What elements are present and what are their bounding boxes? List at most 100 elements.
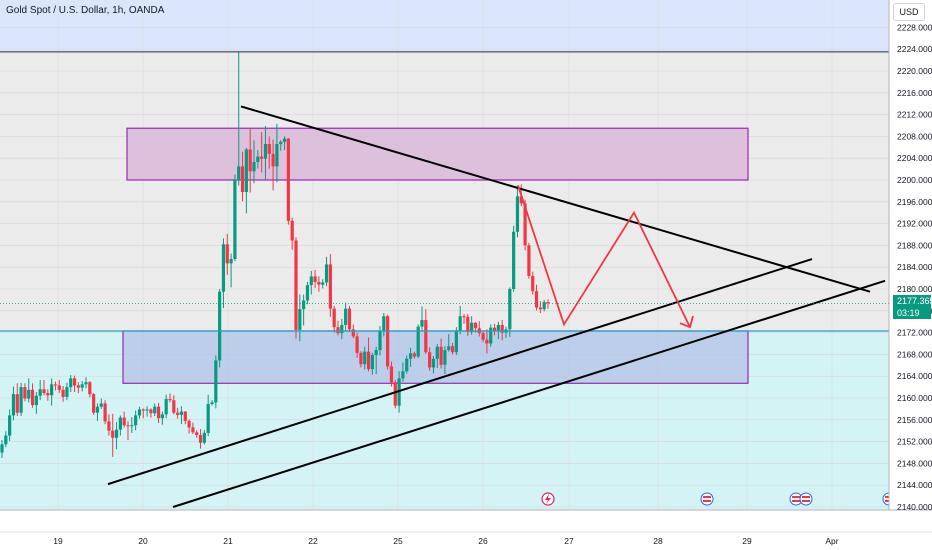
last-price-label: 2177.365 03:19 [893, 295, 932, 319]
resistance-zone[interactable] [126, 127, 749, 181]
us-flag-event-icon-stripe [703, 496, 711, 498]
candle-body [275, 144, 279, 167]
candle-body [80, 384, 84, 388]
candle-body [23, 387, 27, 399]
candle-body [546, 302, 550, 304]
candle-body [134, 415, 138, 426]
x-tick-label: 20 [138, 536, 148, 546]
candle-body [412, 353, 416, 357]
candle-body [69, 378, 73, 388]
drawing-zones[interactable] [122, 127, 749, 384]
candle-body [290, 220, 294, 241]
y-tick-label: 2220.000 [897, 66, 932, 76]
us-flag-event-icon[interactable] [799, 492, 813, 506]
descending-trendline[interactable] [240, 105, 871, 293]
candle-body [176, 412, 180, 415]
candle-body [321, 282, 325, 285]
ascending-trendline-upper[interactable] [107, 258, 813, 486]
candle-body [240, 166, 245, 192]
y-tick-label: 2160.000 [897, 393, 932, 403]
y-tick-label: 2148.000 [897, 458, 932, 468]
candle-body [500, 324, 504, 333]
y-tick-label: 2180.000 [897, 284, 932, 294]
candle-body [145, 409, 149, 411]
candle-body [431, 358, 436, 368]
candle-body [114, 429, 119, 438]
candle-body [95, 406, 100, 413]
candle-body [294, 240, 298, 330]
candle-body [248, 149, 252, 172]
candle-body [160, 414, 164, 419]
candle-body [309, 276, 313, 286]
us-flag-event-icon[interactable] [700, 492, 714, 506]
candle-body [424, 320, 428, 353]
candle-body [405, 358, 409, 372]
candle-body [34, 395, 38, 406]
y-tick-label: 2140.000 [897, 502, 932, 512]
candle-body [454, 330, 458, 353]
candle-body [382, 316, 386, 331]
candlestick-series [0, 51, 550, 458]
candle-body [374, 350, 378, 355]
candle-body [149, 409, 153, 414]
y-tick-label: 2152.000 [897, 437, 932, 447]
candle-body [408, 353, 413, 359]
candle-body [420, 320, 424, 327]
candle-body [4, 435, 8, 445]
candle-body [542, 302, 546, 310]
candle-body [313, 276, 317, 282]
candle-body [218, 291, 222, 361]
candle-body [466, 316, 470, 333]
x-tick-label: 22 [308, 536, 318, 546]
y-tick-label: 2164.000 [897, 371, 932, 381]
candle-body [122, 417, 126, 426]
candle-body [72, 378, 77, 386]
candle-body [351, 329, 355, 337]
us-flag-event-icon-stripe [802, 500, 810, 502]
candle-body [386, 316, 390, 367]
x-tick-label: 27 [564, 536, 574, 546]
candle-body [103, 403, 107, 422]
projection-path[interactable] [517, 185, 691, 328]
us-flag-event-icon-stripe [792, 500, 800, 502]
candle-body [340, 324, 344, 334]
candle-body [88, 382, 92, 395]
candle-body [153, 406, 157, 414]
drawing-lines[interactable] [0, 51, 889, 508]
y-tick-label: 2224.000 [897, 44, 932, 54]
projection-arrowhead[interactable] [679, 315, 694, 329]
candle-body [107, 421, 111, 431]
candle-body [84, 382, 88, 385]
x-tick-label: 26 [478, 536, 488, 546]
candle-body [512, 231, 516, 289]
candle-body [298, 309, 302, 330]
candle-body [263, 144, 268, 159]
time-axis [0, 510, 932, 550]
support-zone[interactable] [122, 330, 749, 384]
candle-body [27, 389, 31, 399]
candle-body [470, 322, 474, 333]
candle-body [359, 352, 363, 365]
candle-body [92, 394, 96, 413]
y-tick-label: 2184.000 [897, 262, 932, 272]
currency-selector[interactable]: USD [893, 3, 925, 21]
candle-body [428, 352, 432, 368]
candle-body [317, 281, 321, 285]
candle-body [229, 259, 233, 264]
candle-body [187, 420, 191, 428]
candle-body [538, 307, 542, 310]
candle-body [202, 432, 206, 443]
candle-body [481, 333, 485, 340]
lightning-icon [545, 494, 551, 504]
candle-body [168, 399, 172, 401]
candle-body [156, 406, 161, 419]
candle-body [137, 409, 142, 416]
y-tick-label: 2188.000 [897, 240, 932, 250]
candle-body [65, 387, 69, 397]
candle-body [198, 435, 203, 443]
us-flag-event-icon-stripe [703, 500, 711, 502]
candle-body [191, 427, 195, 433]
ascending-trendline-lower[interactable] [172, 279, 886, 508]
